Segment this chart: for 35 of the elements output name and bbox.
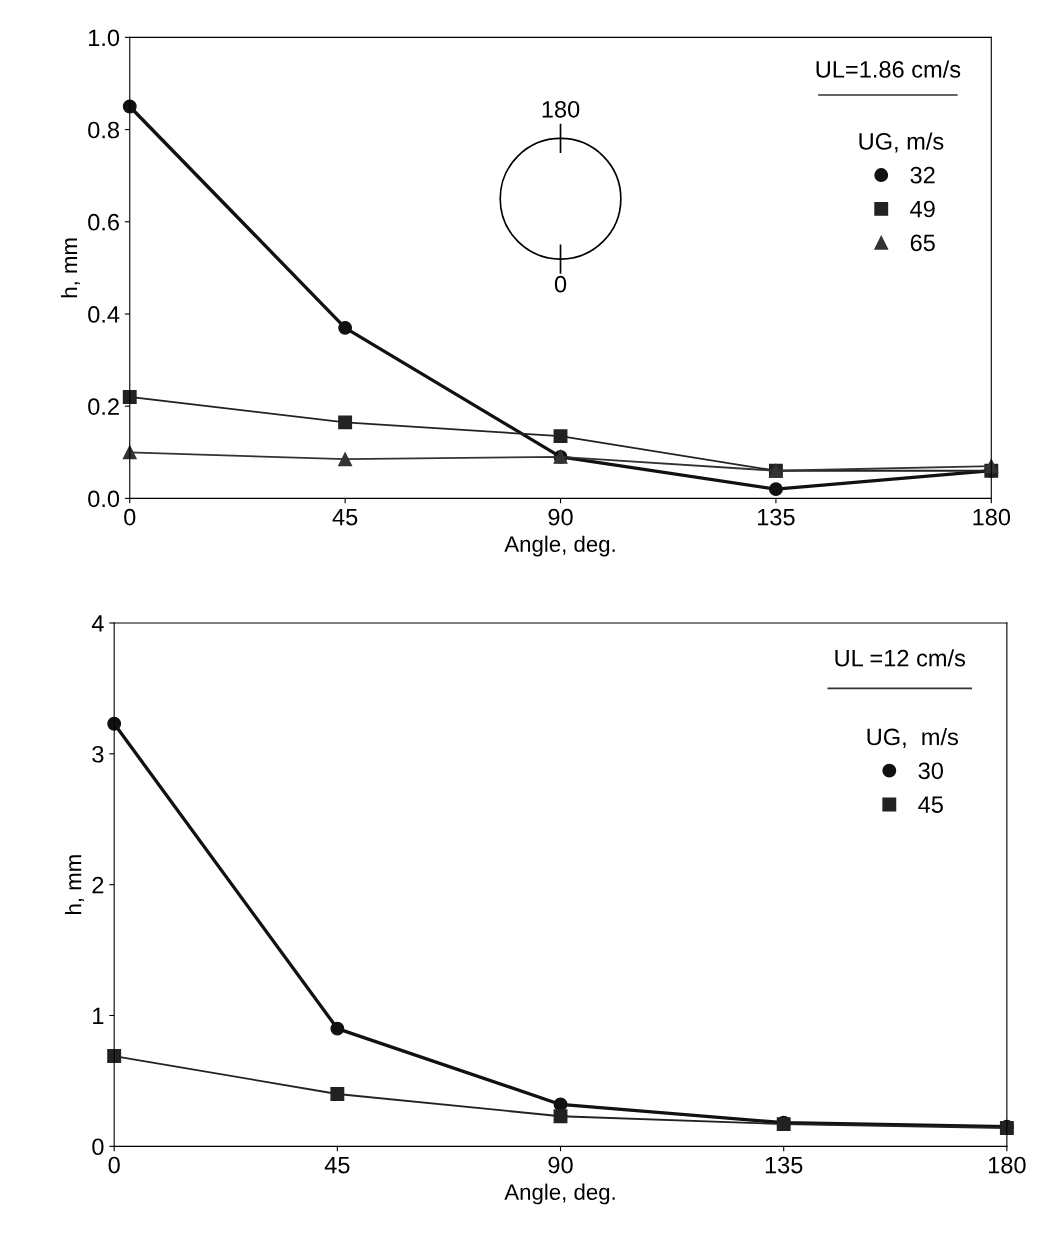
x-tick-label: 45 xyxy=(332,508,358,526)
legend-label: 30 xyxy=(918,762,943,780)
x-axis-title: Angle, deg. xyxy=(504,1183,615,1205)
annotation: 0 xyxy=(554,275,567,293)
x-tick-label: 135 xyxy=(758,508,795,526)
x-axis-title: Angle, deg. xyxy=(504,535,615,557)
y-tick-label: 2 xyxy=(92,876,104,894)
x-tick-label: 180 xyxy=(988,1156,1026,1174)
y-tick-label: 0.0 xyxy=(88,490,120,508)
x-tick-label: 90 xyxy=(548,1156,573,1174)
legend-title: UG, m/s xyxy=(859,132,944,153)
annotation: 180 xyxy=(542,100,580,118)
x-tick-label: 0 xyxy=(124,508,136,526)
annotation: UL=1.86 cm/s xyxy=(816,60,961,78)
y-tick-label: 0.6 xyxy=(88,213,119,231)
y-tick-label: 1 xyxy=(93,1007,104,1025)
x-tick-label: 45 xyxy=(324,1156,350,1174)
y-tick-label: 1.0 xyxy=(89,29,120,47)
y-tick-label: 0.8 xyxy=(88,121,119,139)
legend-label: 45 xyxy=(918,796,943,813)
legend-title: UG, m/s xyxy=(867,727,958,749)
x-tick-label: 180 xyxy=(973,508,1011,526)
y-tick-label: 3 xyxy=(92,745,104,763)
y-axis-title: h, mm xyxy=(60,238,80,298)
y-tick-label: 0 xyxy=(92,1138,104,1156)
legend-label: 32 xyxy=(910,166,935,184)
annotation: UL =12 cm/s xyxy=(835,649,966,667)
y-tick-label: 0.2 xyxy=(88,398,119,415)
y-axis-title: h, mm xyxy=(65,855,84,914)
y-tick-label: 0.4 xyxy=(88,306,120,323)
legend-label: 65 xyxy=(910,234,935,252)
y-tick-label: 4 xyxy=(91,615,104,632)
x-tick-label: 90 xyxy=(548,508,573,526)
x-tick-label: 135 xyxy=(765,1156,803,1174)
legend-label: 49 xyxy=(910,200,935,218)
